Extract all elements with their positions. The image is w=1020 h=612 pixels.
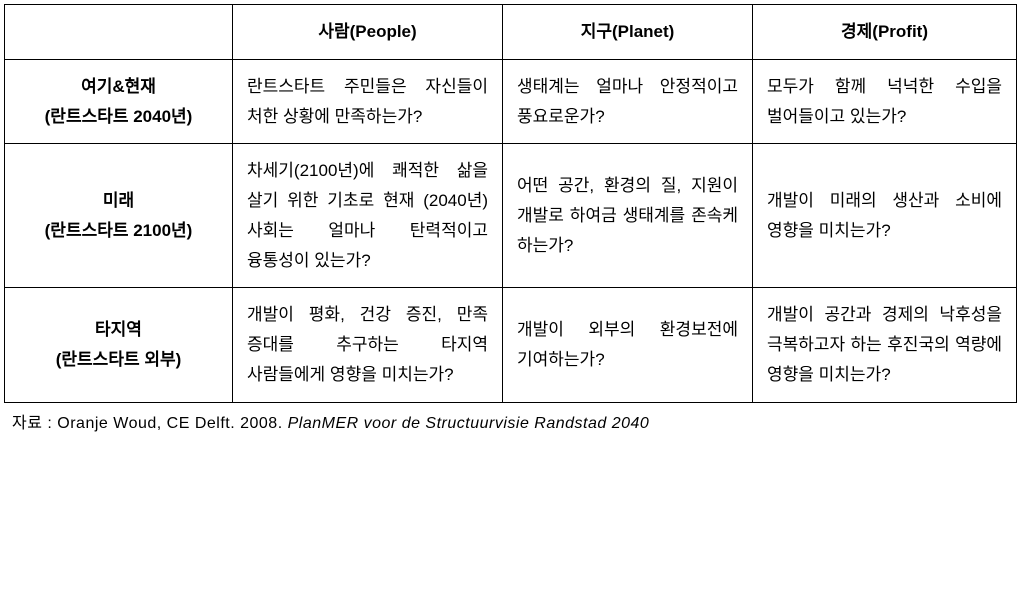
- row-label-line1: 타지역: [19, 315, 218, 345]
- cell-profit: 개발이 미래의 생산과 소비에 영향을 미치는가?: [753, 144, 1017, 288]
- source-citation: 자료 : Oranje Woud, CE Delft. 2008. PlanME…: [4, 403, 1016, 433]
- row-label-line1: 미래: [19, 186, 218, 216]
- cell-planet: 생태계는 얼마나 안정적이고 풍요로운가?: [503, 59, 753, 144]
- row-label-line2: (란트스타트 2040년): [19, 102, 218, 132]
- header-planet: 지구(Planet): [503, 5, 753, 60]
- row-label-line2: (란트스타트 2100년): [19, 216, 218, 246]
- source-italic: PlanMER voor de Structuurvisie Randstad …: [288, 415, 650, 432]
- row-label-future: 미래 (란트스타트 2100년): [5, 144, 233, 288]
- row-label-here-now: 여기&현재 (란트스타트 2040년): [5, 59, 233, 144]
- cell-people: 차세기(2100년)에 쾌적한 삶을 살기 위한 기초로 현재 (2040년) …: [233, 144, 503, 288]
- cell-profit: 모두가 함께 넉넉한 수입을 벌어들이고 있는가?: [753, 59, 1017, 144]
- cell-planet: 개발이 외부의 환경보전에 기여하는가?: [503, 288, 753, 402]
- source-plain: Oranje Woud, CE Delft. 2008.: [57, 415, 287, 432]
- header-people: 사람(People): [233, 5, 503, 60]
- cell-planet: 어떤 공간, 환경의 질, 지원이 개발로 하여금 생태계를 존속케 하는가?: [503, 144, 753, 288]
- cell-people: 란트스타트 주민들은 자신들이 처한 상황에 만족하는가?: [233, 59, 503, 144]
- table-row: 여기&현재 (란트스타트 2040년) 란트스타트 주민들은 자신들이 처한 상…: [5, 59, 1017, 144]
- cell-people: 개발이 평화, 건강 증진, 만족 증대를 추구하는 타지역 사람들에게 영향을…: [233, 288, 503, 402]
- header-blank: [5, 5, 233, 60]
- header-profit: 경제(Profit): [753, 5, 1017, 60]
- table-row: 타지역 (란트스타트 외부) 개발이 평화, 건강 증진, 만족 증대를 추구하…: [5, 288, 1017, 402]
- row-label-line1: 여기&현재: [19, 72, 218, 102]
- row-label-line2: (란트스타트 외부): [19, 345, 218, 375]
- row-label-other-regions: 타지역 (란트스타트 외부): [5, 288, 233, 402]
- table-row: 미래 (란트스타트 2100년) 차세기(2100년)에 쾌적한 삶을 살기 위…: [5, 144, 1017, 288]
- table-header-row: 사람(People) 지구(Planet) 경제(Profit): [5, 5, 1017, 60]
- source-label: 자료 :: [12, 415, 57, 432]
- cell-profit: 개발이 공간과 경제의 낙후성을 극복하고자 하는 후진국의 역량에 영향을 미…: [753, 288, 1017, 402]
- sustainability-matrix-table: 사람(People) 지구(Planet) 경제(Profit) 여기&현재 (…: [4, 4, 1017, 403]
